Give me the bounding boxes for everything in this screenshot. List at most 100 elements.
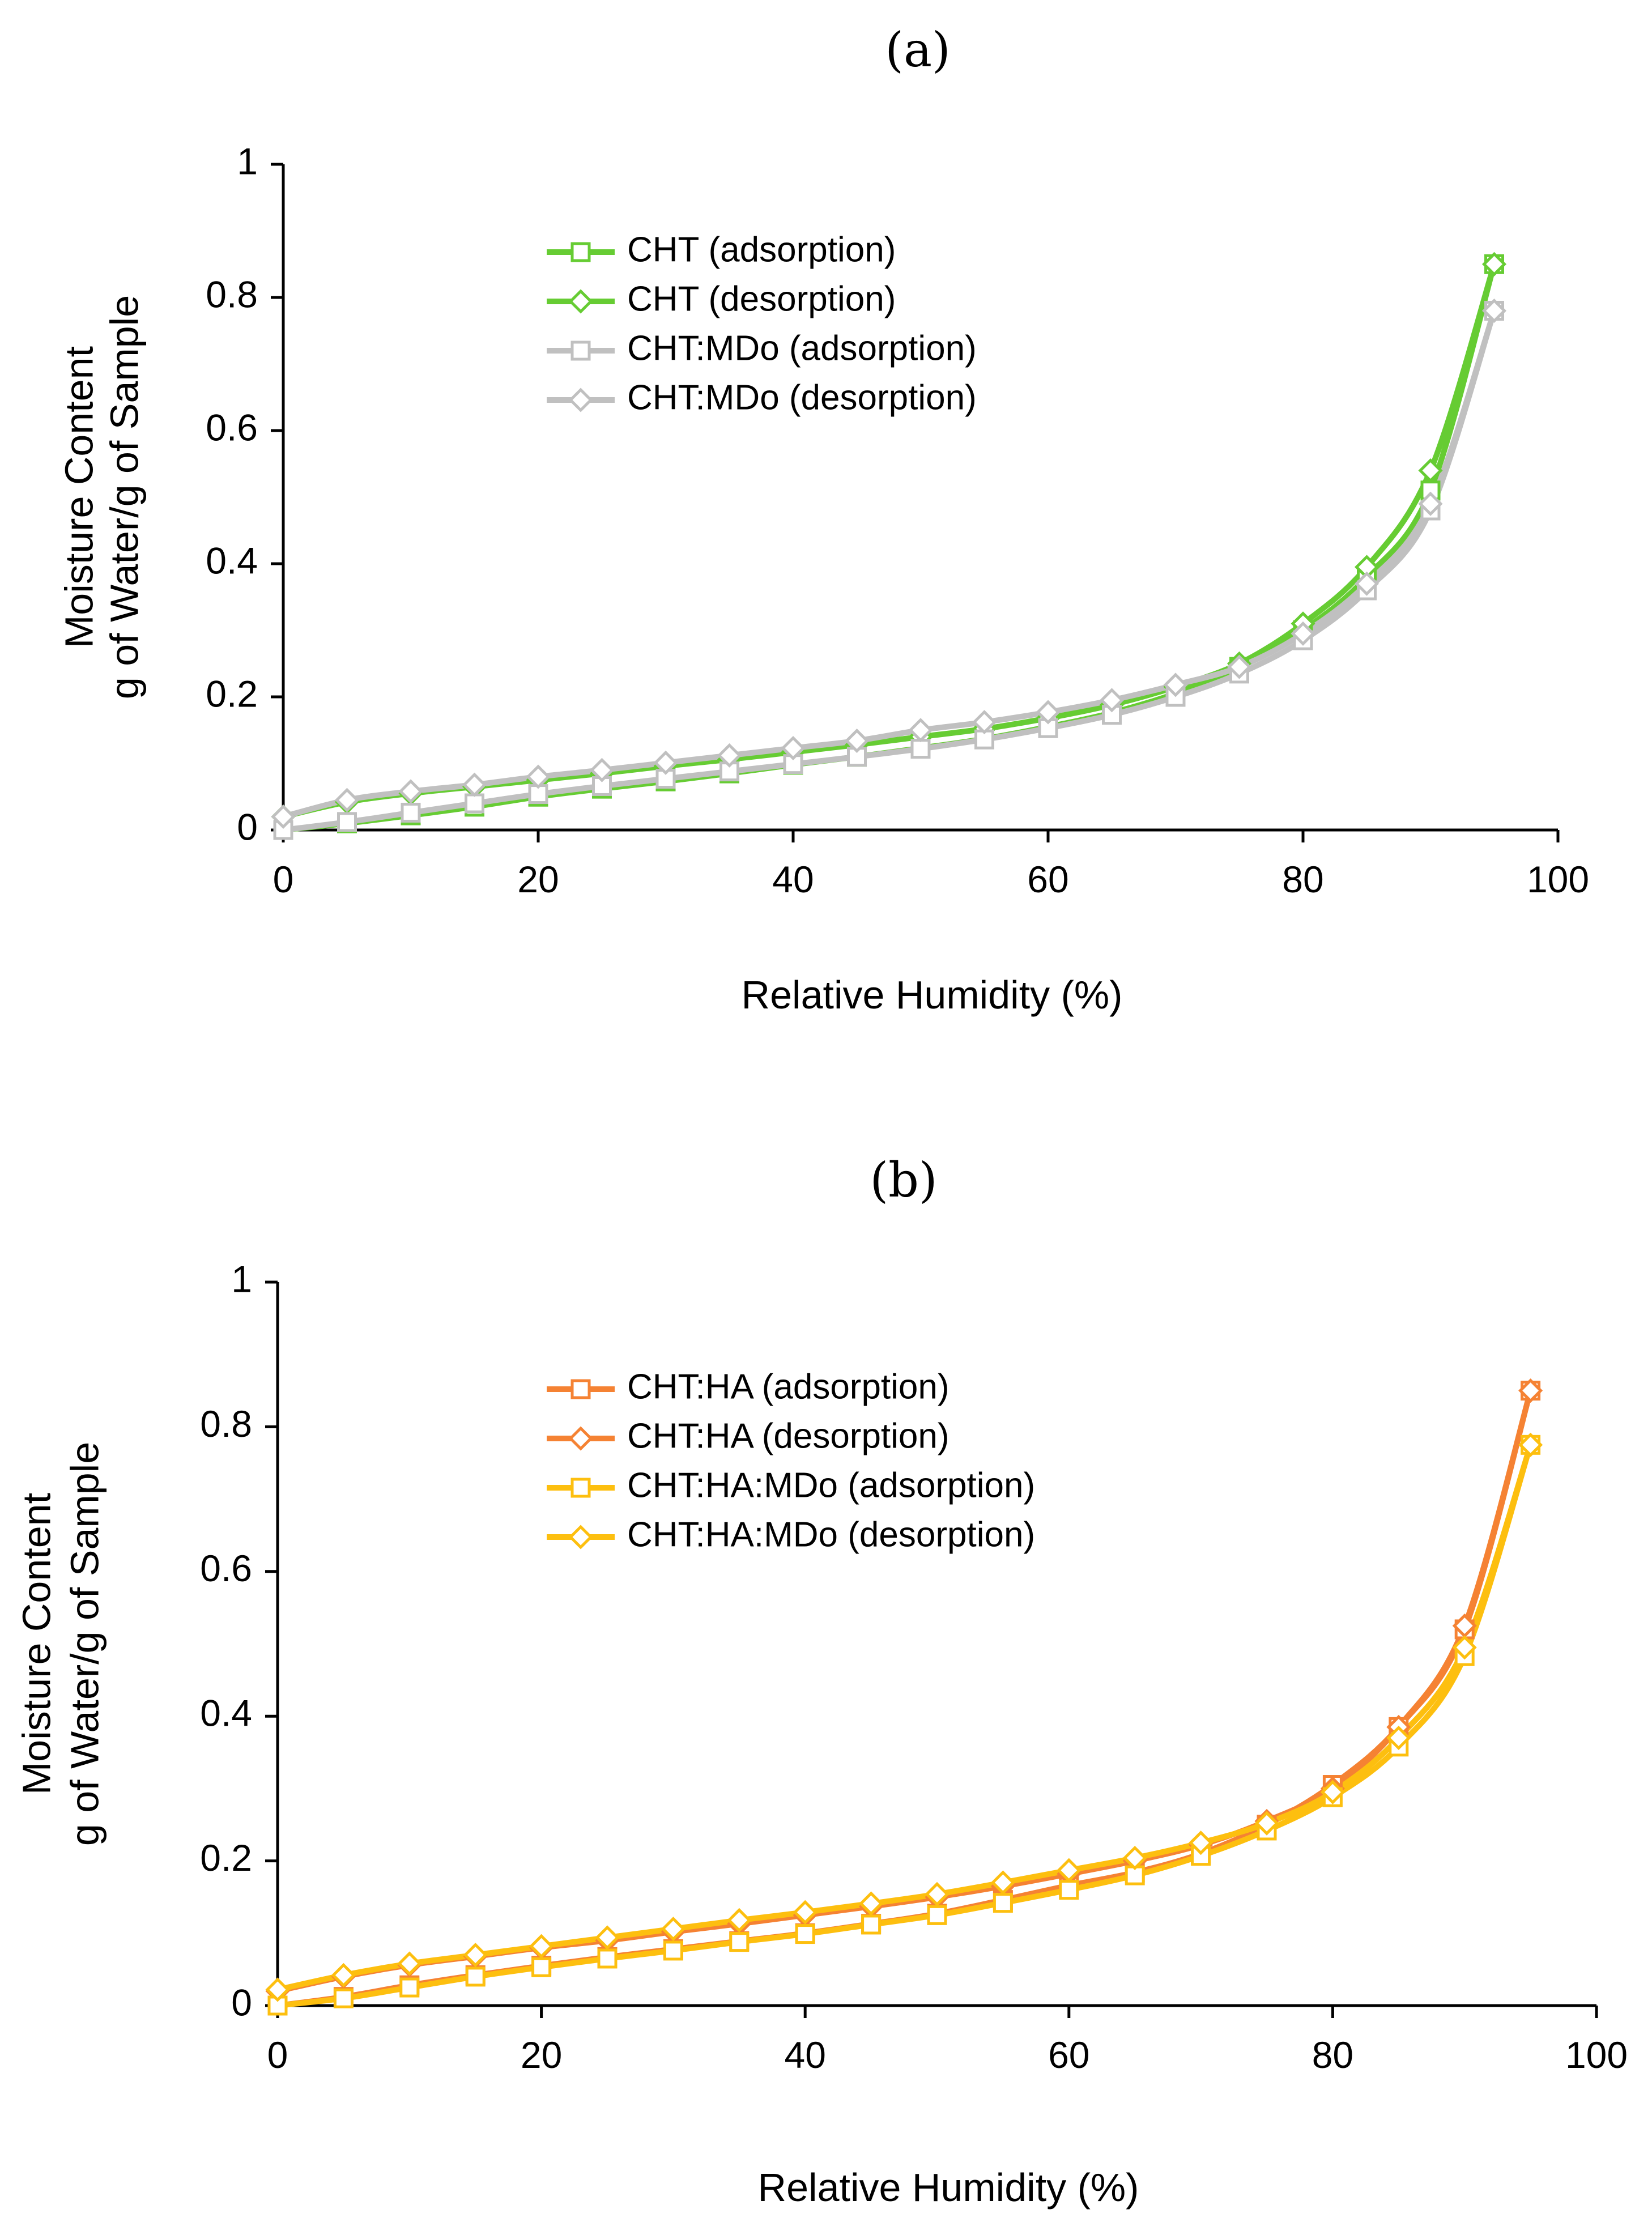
x-tick-label: 100 [1527,858,1589,900]
data-point-series-4 [1227,654,1252,679]
data-point-series-4 [1418,491,1443,516]
data-point-series-4 [1099,688,1125,713]
data-point-series-4 [595,1925,620,1950]
data-point-series-4 [661,1917,686,1942]
data-point-series-3 [465,1966,486,1987]
y-axis-title-line-2: g of Water/g of Sample [62,1442,107,1846]
data-point-series-4 [1481,298,1507,323]
legend: CHT (adsorption) CHT (desorption) CHT:MDo … [547,230,977,417]
data-point-series-2 [1481,252,1507,276]
data-point-series-4 [1518,1432,1543,1457]
data-point-series-3 [663,1940,683,1961]
data-point-series-4 [1386,1725,1411,1751]
data-point-series-3 [861,1914,882,1935]
data-point-series-4 [331,1963,356,1987]
y-tick-label: 0.4 [206,539,258,581]
data-point-series-3 [528,784,548,804]
legend-marker [568,388,593,412]
x-tick-label: 60 [1048,2034,1089,2076]
data-point-series-4 [908,718,933,743]
x-tick-label: 80 [1312,2034,1353,2076]
legend: CHT:HA (adsorption) CHT:HA (desorption) CH… [547,1367,1035,1554]
x-axis-title: Relative Humidity (%) [758,2165,1139,2210]
legend-marker [570,1478,591,1498]
data-point-series-3 [333,1988,354,2008]
data-point-series-3 [910,739,931,759]
data-point-series-4 [529,1934,554,1959]
data-point-series-4 [1354,571,1379,596]
data-point-series-4 [463,1943,488,1968]
data-point-series-4 [1254,1811,1279,1836]
y-tick-label: 0.8 [206,273,258,315]
x-tick-label: 80 [1282,858,1323,900]
x-tick-label: 20 [521,2034,562,2076]
y-tick-label: 0 [231,1981,252,2023]
data-point-series-4 [781,735,806,761]
legend-entry-label: CHT:HA:MDo (desorption) [627,1515,1035,1554]
legend-marker [570,340,591,361]
x-tick-label: 20 [517,858,559,900]
data-point-series-4 [727,1908,752,1932]
legend-marker [568,1525,593,1550]
data-point-series-4 [398,779,423,804]
legend-marker [570,242,591,262]
y-tick-label: 0.4 [200,1692,252,1734]
data-point-series-3 [597,1948,618,1969]
data-point-series-4 [990,1870,1015,1895]
x-tick-label: 0 [273,858,294,900]
data-point-series-4 [1320,1780,1345,1804]
data-point-series-4 [972,710,997,735]
x-axis-title: Relative Humidity (%) [742,973,1123,1017]
data-point-series-4 [1163,672,1188,697]
data-point-series-3 [729,1932,750,1952]
legend-entry-label: CHT:HA (adsorption) [627,1367,950,1406]
x-tick-label: 100 [1565,2034,1628,2076]
data-point-series-4 [397,1951,422,1976]
x-tick-label: 0 [267,2034,288,2076]
data-point-series-4 [271,804,296,829]
data-point-series-4 [1036,700,1061,725]
data-point-series-4 [334,788,360,812]
x-tick-label: 60 [1027,858,1068,900]
data-point-series-3 [531,1957,552,1977]
legend-entry-label: CHT (adsorption) [627,230,896,269]
data-point-series-3 [993,1893,1013,1913]
y-tick-label: 0.2 [200,1837,252,1879]
data-point-series-4 [1452,1635,1477,1660]
data-point-series-3 [927,1905,947,1925]
data-point-series-2 [1418,458,1443,483]
legend-entry-label: CHT (desorption) [627,279,896,318]
data-point-series-2 [1518,1378,1543,1403]
data-point-series-4 [526,764,551,789]
y-tick-label: 0.8 [200,1403,252,1445]
data-point-series-4 [717,743,742,768]
data-point-series-4 [844,729,870,754]
chart-title: (b) [870,1152,937,1208]
chart-panel-2: (b) 0 0.2 0.4 0.6 0.8 1 0 20 40 60 80 100 Relative Hu… [14,1152,1628,2210]
data-point-series-4 [859,1891,884,1916]
y-tick-label: 1 [231,1258,252,1300]
data-point-series-3 [465,793,484,814]
legend-marker [570,1379,591,1399]
legend-entry-label: CHT:HA:MDo (adsorption) [627,1466,1035,1505]
y-axis-title-line-2: g of Water/g of Sample [102,295,146,699]
data-point-series-3 [847,747,867,767]
data-point-series-4 [1189,1831,1214,1855]
y-tick-label: 0.6 [200,1547,252,1589]
y-axis-title-line-1: Moisture Content [57,346,101,648]
x-tick-label: 40 [772,858,814,900]
y-tick-label: 0.6 [206,406,258,448]
data-point-series-4 [1291,621,1315,646]
y-tick-label: 0.2 [206,672,258,714]
data-point-series-4 [793,1900,818,1925]
data-point-series-3 [1059,1880,1079,1900]
data-point-series-4 [462,772,487,797]
y-tick-label: 0 [237,806,258,848]
chart-title: (a) [885,22,951,78]
y-axis-title-line-1: Moisture Content [14,1493,58,1795]
chart-panel-1: (a) 0 0.2 0.4 0.6 0.8 1 0 20 40 60 80 100 Relative Hu… [57,22,1589,1017]
data-point-series-3 [401,802,421,823]
data-point-series-4 [1057,1858,1082,1883]
legend-entry-label: CHT:MDo (desorption) [627,378,977,417]
